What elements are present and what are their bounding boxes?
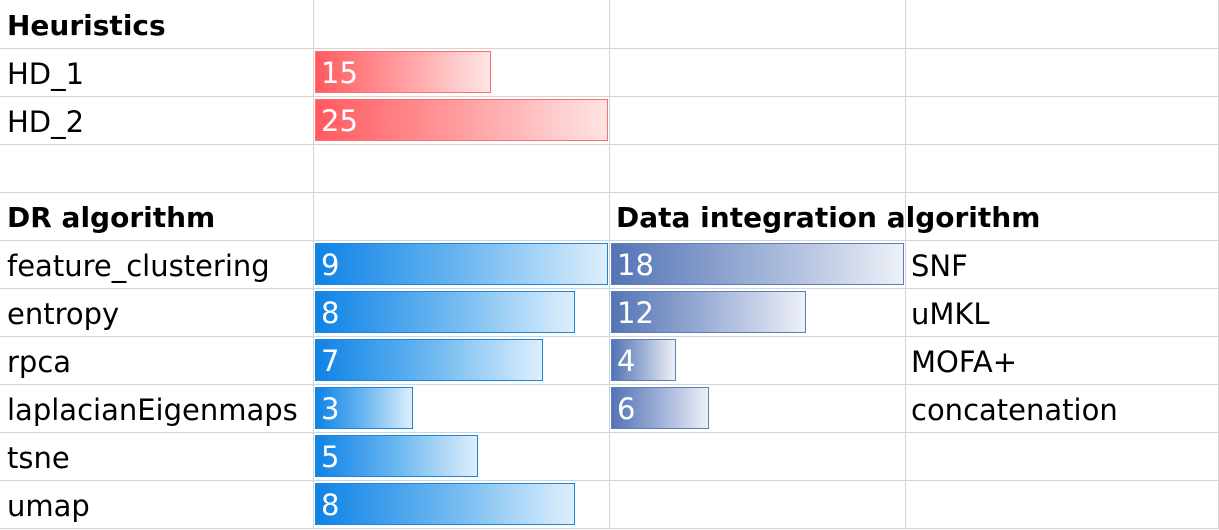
integration-label-snf[interactable]: SNF — [911, 249, 968, 283]
row-divider — [0, 144, 1219, 145]
row-divider — [0, 288, 1219, 289]
heuristic-label-hd1[interactable]: HD_1 — [7, 57, 85, 91]
heuristic-label-hd2[interactable]: HD_2 — [7, 105, 85, 139]
dr-value-feature-clustering: 9 — [321, 248, 340, 282]
column-divider — [609, 0, 610, 529]
heuristic-value-hd2: 25 — [321, 104, 358, 138]
dr-algorithm-header[interactable]: DR algorithm — [7, 201, 216, 234]
row-divider — [0, 48, 1219, 49]
dr-label-tsne[interactable]: tsne — [7, 441, 70, 475]
dr-value-entropy: 8 — [321, 296, 340, 330]
integration-label-umkl[interactable]: uMKL — [911, 297, 990, 331]
dr-value-tsne: 5 — [321, 440, 340, 474]
heuristic-value-hd1: 15 — [321, 56, 358, 90]
heuristics-header[interactable]: Heuristics — [7, 9, 166, 42]
heuristic-databar-hd2[interactable]: 25 — [315, 99, 608, 141]
row-divider — [0, 432, 1219, 433]
row-divider — [0, 240, 1219, 241]
integration-databar-umkl[interactable]: 12 — [611, 291, 806, 333]
dr-value-umap: 8 — [321, 488, 340, 522]
dr-label-laplacian-eigenmaps[interactable]: laplacianEigenmaps — [7, 393, 298, 427]
integration-value-snf: 18 — [617, 248, 654, 282]
dr-label-feature-clustering[interactable]: feature_clustering — [7, 249, 270, 283]
dr-label-entropy[interactable]: entropy — [7, 297, 120, 331]
dr-databar-entropy[interactable]: 8 — [315, 291, 575, 333]
dr-databar-feature-clustering[interactable]: 9 — [315, 243, 608, 285]
row-divider — [0, 96, 1219, 97]
integration-value-umkl: 12 — [617, 296, 654, 330]
integration-databar-snf[interactable]: 18 — [611, 243, 904, 285]
integration-label-concatenation[interactable]: concatenation — [911, 393, 1118, 427]
row-divider — [0, 336, 1219, 337]
dr-databar-umap[interactable]: 8 — [315, 483, 575, 525]
row-divider — [0, 192, 1219, 193]
dr-value-laplacian-eigenmaps: 3 — [321, 392, 340, 426]
integration-value-mofa: 4 — [617, 344, 636, 378]
integration-algorithm-header[interactable]: Data integration algorithm — [616, 201, 1041, 234]
integration-databar-mofa[interactable]: 4 — [611, 339, 676, 381]
integration-databar-concatenation[interactable]: 6 — [611, 387, 709, 429]
column-divider — [905, 0, 906, 529]
dr-databar-laplacian-eigenmaps[interactable]: 3 — [315, 387, 413, 429]
row-divider — [0, 384, 1219, 385]
dr-label-umap[interactable]: umap — [7, 489, 90, 523]
row-divider — [0, 480, 1219, 481]
dr-value-rpca: 7 — [321, 344, 340, 378]
dr-databar-tsne[interactable]: 5 — [315, 435, 478, 477]
integration-label-mofa[interactable]: MOFA+ — [911, 345, 1018, 379]
heuristic-databar-hd1[interactable]: 15 — [315, 51, 491, 93]
column-divider — [313, 0, 314, 529]
dr-label-rpca[interactable]: rpca — [7, 345, 72, 379]
integration-value-concatenation: 6 — [617, 392, 636, 426]
dr-databar-rpca[interactable]: 7 — [315, 339, 543, 381]
